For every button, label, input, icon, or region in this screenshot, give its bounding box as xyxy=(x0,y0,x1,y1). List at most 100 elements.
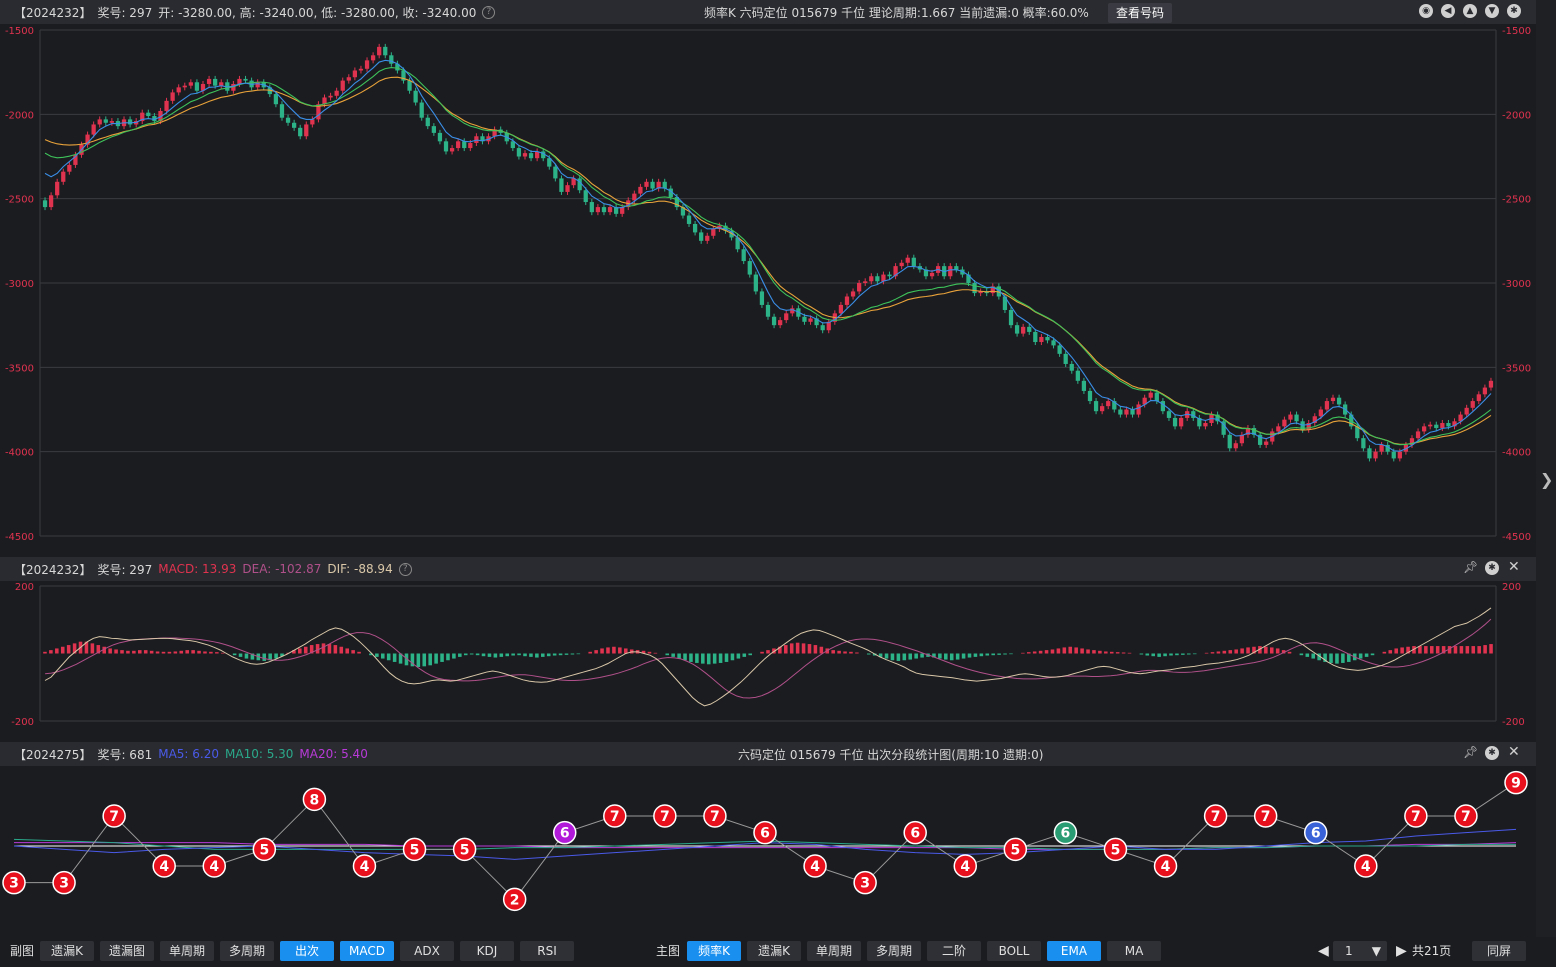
sub-chart-button-1[interactable]: 遗漏图 xyxy=(100,941,154,961)
candle xyxy=(1385,444,1390,452)
back-icon[interactable]: ◀ xyxy=(1441,4,1455,18)
count-point xyxy=(52,870,76,895)
candle xyxy=(243,78,248,81)
settings-icon[interactable]: ✱ xyxy=(1485,746,1499,760)
main-award: 奖号: 297 xyxy=(97,5,153,20)
main-chart-button-4[interactable]: 二阶 xyxy=(927,941,981,961)
count-point-label: 6 xyxy=(1061,826,1071,842)
candle xyxy=(146,112,151,117)
settings-icon[interactable]: ✱ xyxy=(1507,4,1521,18)
candle xyxy=(431,126,436,133)
fullscreen-button[interactable]: 同屏 xyxy=(1472,941,1526,961)
page-select[interactable]: 1 ▼ xyxy=(1333,941,1387,961)
count-point xyxy=(202,854,227,878)
candle xyxy=(929,272,935,277)
candle xyxy=(67,164,72,172)
candle xyxy=(1008,309,1014,326)
candle xyxy=(680,207,686,216)
candle xyxy=(103,119,108,123)
candle xyxy=(140,112,145,122)
sub-chart-button-5[interactable]: MACD xyxy=(340,941,394,961)
count-point xyxy=(703,804,727,828)
candle xyxy=(1373,451,1378,459)
main-chart-button-2[interactable]: 单周期 xyxy=(807,941,861,961)
sub-chart-button-0[interactable]: 遗漏K xyxy=(40,941,94,961)
prev-icon[interactable]: ◀ xyxy=(1318,943,1329,959)
y-tick-label-right: -200 xyxy=(1502,717,1525,728)
main-chart-button-0[interactable]: 频率K xyxy=(687,941,741,961)
main-chart-button-1[interactable]: 遗漏K xyxy=(747,941,801,961)
down-icon[interactable]: ▼ xyxy=(1485,4,1499,18)
candle xyxy=(972,283,977,294)
candle xyxy=(395,63,400,71)
pin-icon[interactable]: 📌︎ xyxy=(1463,745,1479,759)
count-point xyxy=(1504,770,1528,795)
pin-icon[interactable]: 📌︎ xyxy=(1463,560,1479,574)
compass-icon[interactable]: ◉ xyxy=(1419,4,1433,18)
candle xyxy=(553,166,558,179)
candle xyxy=(91,124,96,135)
y-tick-label-left: -2000 xyxy=(5,110,34,121)
candle xyxy=(692,223,698,233)
candle xyxy=(723,225,728,231)
candle xyxy=(1458,414,1463,422)
main-chart-button-5[interactable]: BOLL xyxy=(987,941,1041,961)
candle xyxy=(468,143,473,149)
dea-line xyxy=(45,618,1492,699)
candle xyxy=(1160,401,1166,412)
count-point-label: 3 xyxy=(9,876,19,892)
candle xyxy=(158,110,163,122)
count-point xyxy=(753,820,777,845)
sub-chart-button-3[interactable]: 多周期 xyxy=(220,941,274,961)
count-point xyxy=(903,820,927,845)
sub-chart-button-6[interactable]: ADX xyxy=(400,941,454,961)
candle xyxy=(850,291,856,297)
candle xyxy=(1397,451,1402,459)
candle xyxy=(899,262,904,267)
candle xyxy=(1075,370,1080,381)
macd-help-icon[interactable]: ? xyxy=(398,562,412,576)
view-numbers-button[interactable]: 查看号码 xyxy=(1108,3,1172,23)
ema_mid-line xyxy=(44,67,1492,446)
stat-chart[interactable]: 3 3 7 4 4 5 8 4 5 5 2 6 7 7 7 6 4 3 6 4 5 6 5 4 7 7 6 4 7 7 9 xyxy=(0,766,1536,936)
candle xyxy=(328,95,333,98)
stat-period: 【2024275】 xyxy=(14,747,92,762)
candle xyxy=(1440,422,1445,429)
candle xyxy=(535,151,540,159)
candle xyxy=(170,92,175,101)
y-tick-label-left: -4000 xyxy=(5,448,34,459)
close-icon[interactable]: ✕ xyxy=(1508,559,1520,575)
candle xyxy=(298,127,303,137)
candle xyxy=(1446,422,1451,427)
sub-chart-button-4[interactable]: 出次 xyxy=(280,941,334,961)
main-chart-button-7[interactable]: MA xyxy=(1107,941,1161,961)
candle xyxy=(905,257,910,263)
close-icon[interactable]: ✕ xyxy=(1508,744,1520,760)
count-point-label: 4 xyxy=(1361,859,1371,875)
sub-chart-button-8[interactable]: RSI xyxy=(520,941,574,961)
sub-chart-button-2[interactable]: 单周期 xyxy=(160,941,214,961)
main-chart-button-6[interactable]: EMA xyxy=(1047,941,1101,961)
candle xyxy=(1488,380,1494,388)
main-chart-button-3[interactable]: 多周期 xyxy=(867,941,921,961)
right-edge-panel xyxy=(1536,0,1556,937)
help-icon[interactable]: ? xyxy=(482,5,496,19)
candle xyxy=(1422,426,1427,432)
ema_fast-line xyxy=(44,59,1492,452)
main-chart-label: 主图 xyxy=(656,944,681,958)
candle xyxy=(571,178,576,186)
up-icon[interactable]: ▲ xyxy=(1463,4,1477,18)
candle xyxy=(377,46,382,56)
candle xyxy=(1197,417,1202,427)
candle xyxy=(55,181,60,196)
candle xyxy=(200,83,206,91)
expand-right-icon[interactable]: ❯ xyxy=(1540,470,1554,489)
sub-chart-button-7[interactable]: KDJ xyxy=(460,941,514,961)
macd-chart[interactable]: 200 200 -200 -200 xyxy=(0,581,1536,741)
candle xyxy=(1142,397,1147,405)
candle xyxy=(595,207,601,213)
next-icon[interactable]: ▶ xyxy=(1396,943,1407,959)
main-kline-chart[interactable]: -1500 -1500 -2000 -2000 -2500 -2500 -3000 -3000… xyxy=(0,24,1536,554)
settings-icon[interactable]: ✱ xyxy=(1485,561,1499,575)
count-point-label: 5 xyxy=(259,842,269,858)
